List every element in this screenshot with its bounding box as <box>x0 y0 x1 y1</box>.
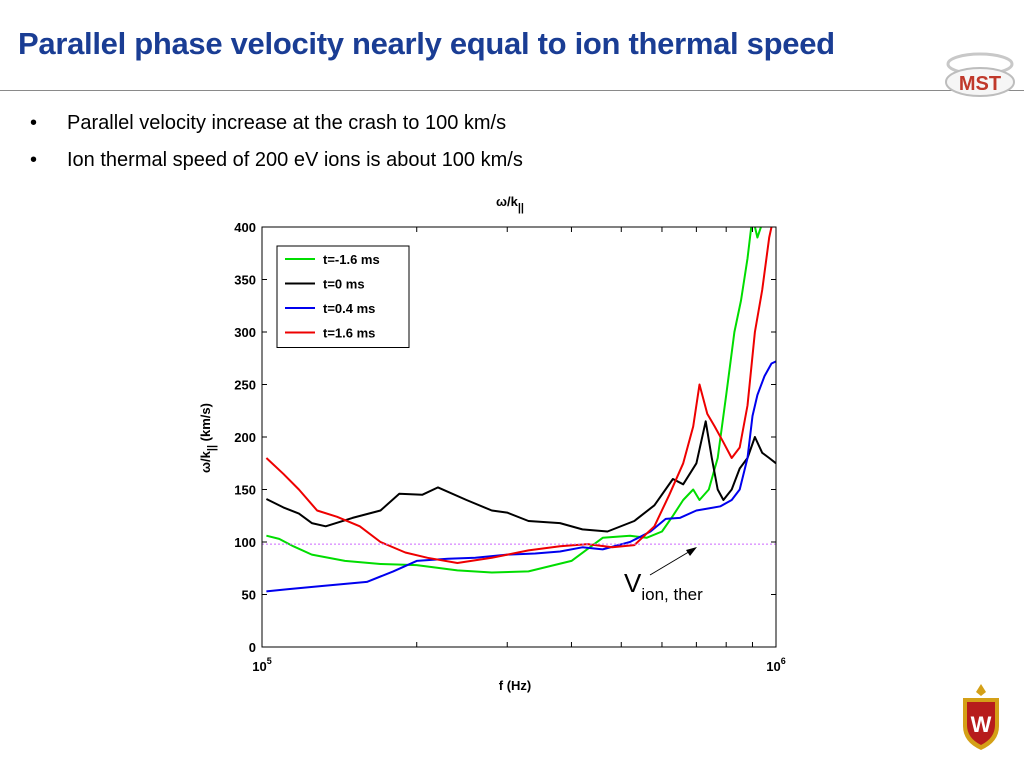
title-divider <box>0 90 1024 91</box>
annotation-vion: Vion, ther <box>624 547 703 604</box>
x-axis-label: f (Hz) <box>499 678 532 693</box>
svg-text:MST: MST <box>959 73 1001 95</box>
y-tick-label: 250 <box>234 378 256 393</box>
svg-text:W: W <box>971 712 992 737</box>
mst-logo: MST <box>940 52 1020 107</box>
axis-layer: 0 50 100 150 200 250 300 350 400 105 106 <box>234 220 785 674</box>
annotation-arrow <box>649 549 693 576</box>
y-tick-label: 200 <box>234 430 256 445</box>
annotation-text: Vion, ther <box>624 568 703 604</box>
x-tick-label: 106 <box>766 656 785 674</box>
series-line <box>265 420 776 533</box>
y-axis-label: ω/k|| (km/s) <box>198 403 218 473</box>
y-tick-label: 100 <box>234 535 256 550</box>
legend-label: t=-1.6 ms <box>323 252 380 267</box>
slide-title: Parallel phase velocity nearly equal to … <box>18 26 835 61</box>
annotation-arrowhead <box>686 547 697 556</box>
chart-title: ω/k|| <box>496 194 524 214</box>
legend-label: t=1.6 ms <box>323 326 375 341</box>
series-layer <box>265 227 776 593</box>
series-line <box>266 227 763 574</box>
legend-box <box>276 245 410 348</box>
y-tick-label: 300 <box>234 325 256 340</box>
uw-crest-logo: W <box>958 682 1004 757</box>
legend-label: t=0 ms <box>323 277 365 292</box>
series-line <box>265 227 773 564</box>
y-tick-label: 350 <box>234 273 256 288</box>
series-line <box>266 360 776 593</box>
legend-label: t=0.4 ms <box>323 301 375 316</box>
x-tick-label: 105 <box>252 656 271 674</box>
bullet-list: • Parallel velocity increase at the crash… <box>30 108 523 182</box>
bullet-item: • Parallel velocity increase at the crash… <box>30 112 507 134</box>
y-tick-label: 0 <box>249 640 256 655</box>
y-tick-label: 150 <box>234 483 256 498</box>
legend: t=-1.6 ms t=0 ms t=0.4 ms t=1.6 ms <box>276 245 410 348</box>
y-tick-label: 50 <box>242 588 256 603</box>
bullet-item: • Ion thermal speed of 200 eV ions is abo… <box>30 149 523 171</box>
y-tick-label: 400 <box>234 220 256 235</box>
